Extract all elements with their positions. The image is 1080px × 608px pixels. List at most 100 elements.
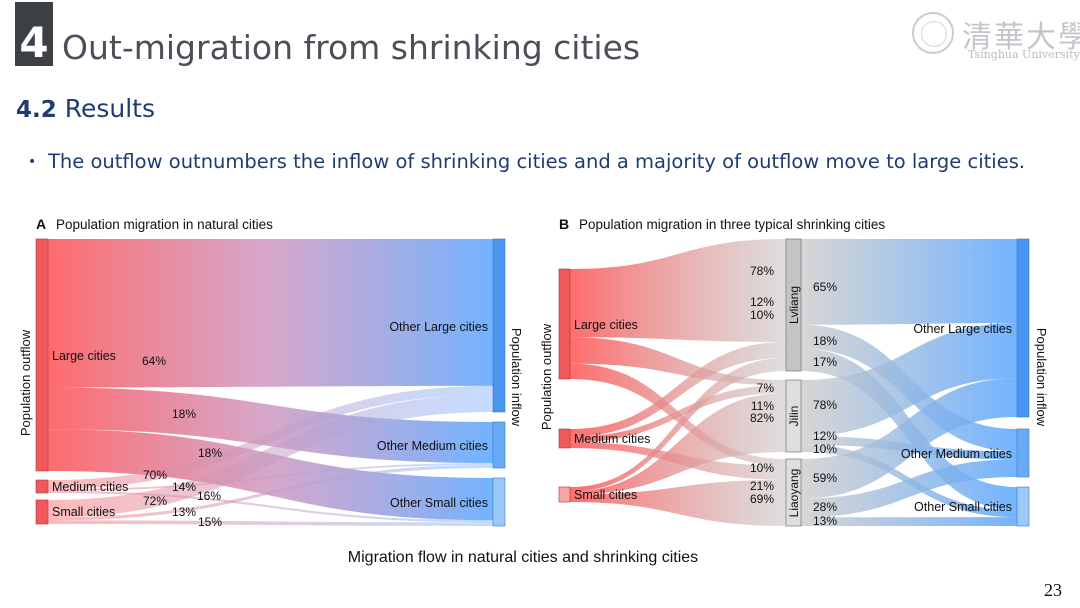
label-source-small: Small cities: [52, 505, 115, 519]
flow-large-cities-to-jilin: [570, 337, 786, 386]
label-b-target-small: Other Small cities: [914, 500, 1012, 514]
outflow-label-jilin-other-large-cities: 78%: [813, 398, 837, 412]
inflow-label-large-cities-liaoyang: 10%: [750, 461, 774, 475]
label-mid-liaoyang: Liaoyang: [787, 469, 801, 518]
flow-small-cities-to-other-small-cities: [48, 520, 493, 526]
flow-medium-cities-to-lvliang: [570, 341, 786, 437]
label-source-medium: Medium cities: [52, 480, 128, 494]
figure-caption: Migration flow in natural cities and shr…: [347, 549, 699, 566]
flow-label-large-cities-other-small-cities: 18%: [198, 446, 222, 460]
flow-label-medium-cities-other-small-cities: 16%: [197, 489, 221, 503]
label-source-large: Large cities: [52, 349, 116, 363]
flow-large-cities-to-liaoyang: [570, 363, 786, 466]
bullet-point: • The outflow outnumbers the inflow of sh…: [28, 150, 1025, 173]
flow-medium-cities-to-liaoyang: [570, 442, 786, 480]
flow-large-cities-to-other-medium-cities: [48, 387, 493, 464]
flow-label-medium-cities-other-medium-cities: 14%: [172, 480, 196, 494]
label-target-large: Other Large cities: [389, 320, 488, 334]
flow-label-large-cities-other-large-cities: 64%: [142, 354, 166, 368]
node-target-other-medium-cities: [492, 421, 506, 469]
node-mid-lvliang: [785, 238, 802, 372]
inflow-label-large-cities-jilin: 7%: [757, 381, 775, 395]
panel-a-title: Population migration in natural cities: [56, 217, 273, 232]
panel-b-title: Population migration in three typical sh…: [579, 217, 885, 232]
page-title: Out-migration from shrinking cities: [62, 28, 641, 67]
node-mid-liaoyang: [785, 458, 802, 527]
label-target-medium: Other Medium cities: [377, 439, 488, 453]
outflow-label-jilin-other-small-cities: 10%: [813, 442, 837, 456]
inflow-label-large-cities-lvliang: 78%: [750, 264, 774, 278]
panel-a-right-axis-label: Population inflow: [509, 328, 524, 427]
university-logo: 清華大學 Tsinghua University: [912, 12, 1080, 64]
section-number: 4: [19, 18, 49, 67]
section-number-box: 4: [15, 2, 53, 66]
panel-a-letter: A: [36, 216, 46, 232]
page-number: 23: [1044, 580, 1062, 600]
flow-liaoyang-to-other-medium-cities: [801, 459, 1017, 518]
inflow-label-medium-cities-jilin: 11%: [751, 399, 774, 413]
node-source-medium-cities: [558, 428, 571, 449]
university-seal-icon: [912, 12, 954, 54]
flow-label-large-cities-other-medium-cities: 18%: [172, 407, 196, 421]
node-target-other-small-cities: [492, 477, 506, 527]
sankey-a: A Population migration in natural cities P…: [18, 216, 524, 529]
label-target-small: Other Small cities: [390, 496, 488, 510]
flow-label-small-cities-other-medium-cities: 13%: [172, 505, 196, 519]
logo-english-text: Tsinghua University: [968, 48, 1080, 61]
inflow-label-medium-cities-liaoyang: 21%: [750, 479, 774, 493]
flow-small-cities-to-other-large-cities: [48, 394, 493, 518]
inflow-label-small-cities-jilin: 82%: [750, 411, 774, 425]
label-b-target-large: Other Large cities: [913, 322, 1012, 336]
label-mid-jilin: Jilin: [787, 406, 801, 427]
flow-medium-cities-to-other-large-cities: [48, 385, 493, 490]
node-source-large-cities: [35, 238, 49, 472]
outflow-label-jilin-other-medium-cities: 12%: [813, 429, 837, 443]
panel-a: A Population migration in natural cities P…: [0, 205, 530, 535]
section-subtitle: 4.2 Results: [16, 94, 155, 123]
outflow-label-liaoyang-other-medium-cities: 28%: [813, 500, 837, 514]
flow-label-small-cities-other-small-cities: 15%: [198, 515, 222, 529]
panel-b-left-axis-label: Population outflow: [539, 323, 554, 430]
outflow-label-lvliang-other-small-cities: 17%: [813, 355, 837, 369]
flow-label-small-cities-other-large-cities: 72%: [143, 494, 167, 508]
node-target-other-small-cities: [1016, 486, 1030, 527]
subtitle-text: Results: [64, 94, 155, 123]
label-b-target-medium: Other Medium cities: [901, 447, 1012, 461]
flow-small-cities-to-other-medium-cities: [48, 464, 493, 521]
flow-large-cities-to-lvliang: [570, 239, 786, 342]
panel-b: B Population migration in three typical s…: [537, 205, 1057, 535]
panel-b-right-axis-label: Population inflow: [1034, 328, 1049, 427]
node-mid-jilin: [785, 379, 802, 453]
flow-large-cities-to-other-large-cities: [48, 239, 493, 388]
outflow-label-liaoyang-other-small-cities: 13%: [813, 514, 837, 528]
outflow-label-liaoyang-other-large-cities: 59%: [813, 471, 837, 485]
label-mid-lvliang: Lvliang: [787, 286, 801, 324]
label-b-source-small: Small cities: [574, 488, 637, 502]
node-target-other-medium-cities: [1016, 428, 1030, 478]
panel-a-left-axis-label: Population outflow: [18, 329, 33, 436]
inflow-label-medium-cities-lvliang: 12%: [750, 295, 774, 309]
flow-lvliang-to-other-large-cities: [801, 239, 1017, 325]
sankey-b: B Population migration in three typical s…: [539, 216, 1049, 528]
inflow-label-small-cities-lvliang: 10%: [750, 308, 774, 322]
flow-small-cities-to-lvliang: [570, 357, 786, 492]
panel-b-letter: B: [559, 216, 569, 232]
flow-jilin-to-other-large-cities: [801, 323, 1017, 437]
flow-medium-cities-to-other-medium-cities: [48, 463, 493, 491]
node-source-large-cities: [558, 268, 571, 380]
label-b-source-medium: Medium cities: [574, 432, 650, 446]
bullet-marker: •: [28, 154, 37, 170]
flow-label-medium-cities-other-large-cities: 70%: [143, 468, 167, 482]
flow-liaoyang-to-other-large-cities: [801, 378, 1017, 499]
flow-medium-cities-to-other-small-cities: [48, 490, 493, 523]
outflow-label-lvliang-other-medium-cities: 18%: [813, 334, 837, 348]
node-source-small-cities: [35, 499, 49, 525]
flow-liaoyang-to-other-small-cities: [801, 517, 1017, 526]
subtitle-number: 4.2: [16, 97, 57, 123]
node-source-medium-cities: [35, 479, 49, 494]
node-target-other-large-cities: [492, 238, 506, 413]
flow-small-cities-to-liaoyang: [570, 479, 786, 526]
logo-chinese-text: 清華大學: [962, 20, 1080, 55]
inflow-label-small-cities-liaoyang: 69%: [750, 492, 774, 506]
label-b-source-large: Large cities: [574, 318, 638, 332]
